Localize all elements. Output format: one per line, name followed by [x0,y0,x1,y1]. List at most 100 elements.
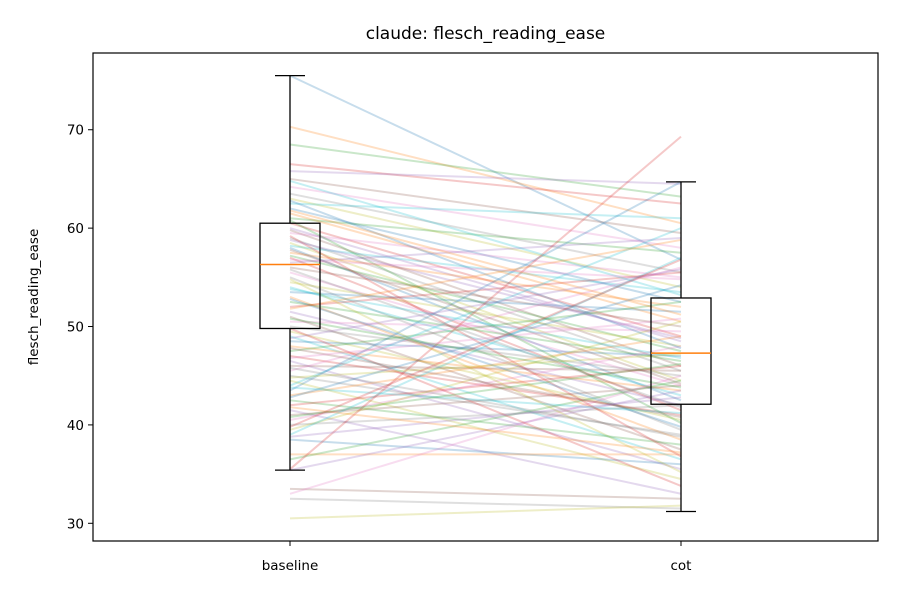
paired-line [289,177,682,235]
paired-line [289,291,682,313]
paired-line [289,271,682,308]
paired-line [289,399,682,446]
paired-line [289,374,682,436]
boxplots [259,74,712,513]
paired-line [289,170,682,185]
paired-line [289,143,682,198]
paired-line [289,438,682,466]
paired-line [289,212,682,323]
paired-line [289,278,682,474]
paired-line [289,320,682,431]
paired-line [289,335,682,397]
paired-line [289,317,682,389]
paired-line [289,227,682,387]
paired-line [289,300,682,353]
paired-line [289,359,682,471]
paired-lines [289,74,682,520]
paired-line [289,404,682,426]
paired-line [289,74,682,261]
paired-line [289,229,682,367]
paired-line [289,197,682,289]
y-axis: 30 40 50 60 70 [67,123,93,532]
paired-line [289,241,682,382]
paired-line [289,487,682,500]
paired-line [289,379,682,480]
paired-line [289,258,682,428]
paired-line [289,163,682,205]
paired-line [289,222,682,338]
paired-line [289,244,682,294]
boxplot-baseline [259,74,321,471]
paired-line [289,237,682,372]
paired-line [289,345,682,392]
paired-line [289,362,682,419]
paired-line [289,268,682,409]
paired-line [289,266,682,372]
paired-line [289,202,682,220]
paired-line [289,266,682,328]
paired-line [289,366,682,438]
paired-line [289,248,682,385]
paired-line [289,335,682,461]
paired-line [289,353,682,379]
paired-line [289,330,682,421]
paired-line [289,199,682,350]
paired-line [289,340,682,358]
paired-line [289,320,682,333]
paired-line [289,219,682,424]
y-axis-label: flesch_reading_ease [26,229,42,366]
paired-line [289,238,682,340]
paired-line [289,504,682,520]
paired-line [289,379,682,461]
paired-line [289,409,682,495]
paired-line [289,135,682,470]
paired-line [289,288,682,359]
y-tick-label: 70 [67,123,84,139]
paired-line [289,271,682,387]
box-iqr [259,222,321,330]
chart-title: claude: flesch_reading_ease [366,24,606,44]
paired-line [289,374,682,495]
paired-line [289,347,682,419]
paired-line [289,317,682,359]
paired-line [289,192,682,274]
y-tick-label: 60 [67,221,84,237]
boxplot-cot [650,181,712,513]
y-tick-label: 50 [67,320,84,336]
paired-line [289,246,682,402]
paired-line [289,497,682,510]
paired-line [289,256,682,412]
paired-line [289,364,682,372]
paired-line [289,209,682,316]
paired-line [289,251,682,308]
paired-line [289,217,682,254]
paired-line [289,179,682,296]
box-iqr [650,297,712,405]
paired-line [289,125,682,225]
paired-line [289,276,682,431]
paired-line [289,386,682,415]
paired-line [289,298,682,428]
paired-line [289,355,682,417]
paired-line [289,235,682,458]
paired-line [289,236,682,264]
paired-line [289,207,682,303]
paired-line [289,364,682,407]
paired-line [289,284,682,399]
paired-line [289,325,682,377]
paired-line [289,310,682,407]
paired-line [289,281,682,348]
paired-line [289,256,682,436]
x-tick-label: cot [671,558,692,574]
y-tick-label: 30 [67,516,84,532]
paired-line [289,327,682,487]
paired-line [289,389,682,472]
paired-line [289,300,682,362]
paired-line [289,384,682,417]
x-axis: baseline cot [262,541,692,574]
paired-line [289,232,682,279]
paired-line [289,315,682,451]
paired-line [289,396,682,438]
x-tick-label: baseline [262,558,319,574]
